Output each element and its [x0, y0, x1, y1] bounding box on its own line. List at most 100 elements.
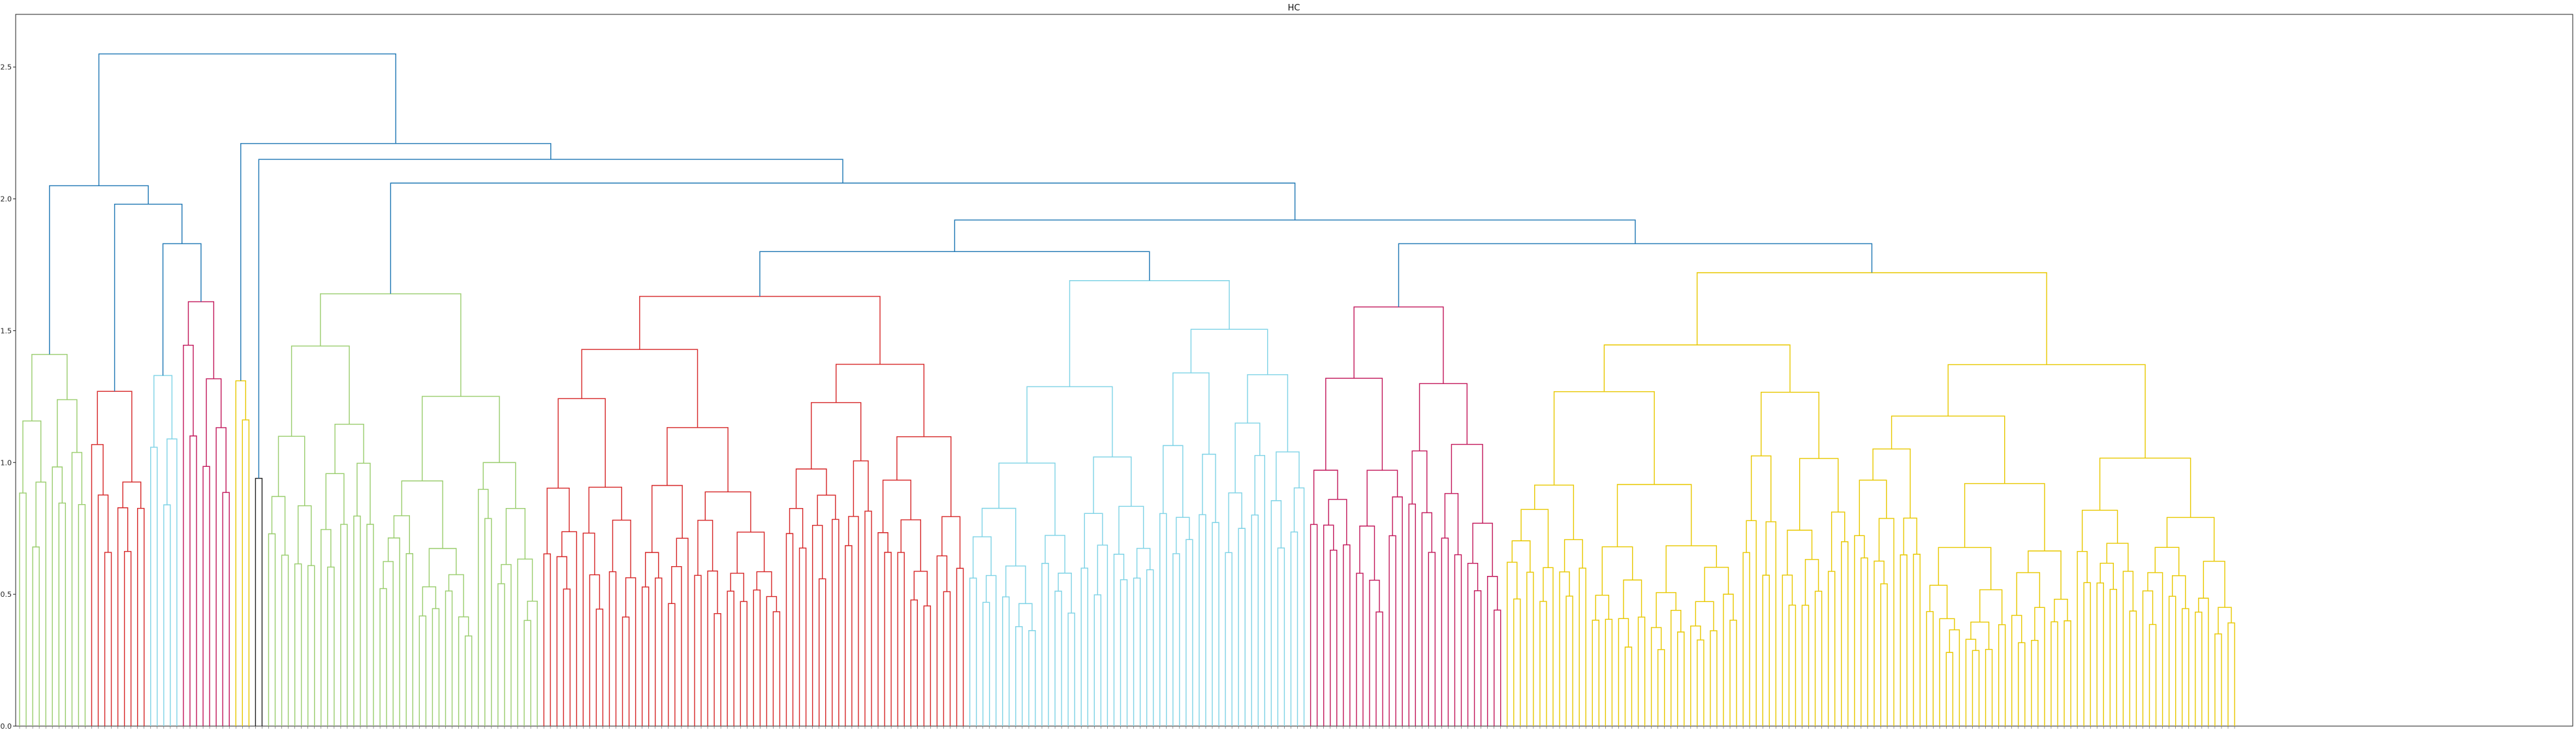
- cluster-link: [588, 486, 622, 533]
- cluster-link: [1859, 479, 1887, 536]
- cluster-link: [1212, 522, 1219, 726]
- y-tick-label: 2.5: [1, 63, 12, 72]
- upper-link: [98, 53, 396, 186]
- cluster-link: [1579, 567, 1586, 726]
- cluster-link: [2147, 572, 2163, 726]
- cluster-link: [1120, 579, 1128, 726]
- cluster-link: [1520, 509, 1549, 568]
- cluster-link: [1595, 594, 1610, 620]
- cluster-link: [242, 419, 250, 726]
- cluster-link: [2166, 517, 2215, 562]
- cluster-link: [1054, 590, 1062, 726]
- cluster-link: [697, 520, 714, 576]
- cluster-link: [1762, 575, 1770, 726]
- cluster-link: [817, 494, 836, 526]
- cluster-link: [1323, 524, 1334, 726]
- cluster-link: [1891, 415, 2005, 484]
- cluster-link: [1441, 537, 1449, 726]
- cluster-link: [1801, 605, 1810, 726]
- cluster-link: [1330, 549, 1338, 726]
- cluster-link: [189, 435, 197, 726]
- cluster-link: [1742, 552, 1750, 726]
- cluster-link: [1084, 513, 1103, 569]
- cluster-link: [1804, 559, 1819, 605]
- cluster-link: [2016, 572, 2041, 616]
- cluster-link: [1353, 306, 1444, 384]
- cluster-link: [969, 577, 977, 726]
- cluster-link: [1172, 372, 1210, 454]
- cluster-link: [1624, 646, 1633, 726]
- cluster-link: [556, 556, 567, 726]
- cluster-link: [652, 485, 683, 553]
- cluster-link: [1565, 596, 1573, 726]
- y-tick-label: 0.5: [1, 590, 12, 599]
- cluster-link: [1290, 531, 1298, 726]
- cluster-link: [694, 575, 702, 726]
- cluster-link: [255, 477, 263, 726]
- upper-link: [258, 159, 843, 479]
- cluster-link: [19, 492, 27, 726]
- cluster-link: [1234, 422, 1261, 493]
- cluster-link: [297, 505, 312, 566]
- cluster-link: [985, 575, 997, 726]
- cluster-link: [1411, 450, 1428, 513]
- cluster-link: [2096, 582, 2104, 726]
- cluster-link: [1093, 594, 1102, 726]
- cluster-link: [621, 616, 630, 726]
- cluster-link: [595, 609, 604, 726]
- cluster-link: [727, 590, 734, 726]
- cluster-link: [277, 436, 306, 506]
- leaf-ticks: [19, 726, 2235, 729]
- cluster-link: [2099, 562, 2114, 590]
- cluster-link: [1539, 601, 1547, 726]
- cluster-link: [405, 553, 414, 726]
- cluster-link: [1913, 554, 1921, 726]
- cluster-link: [387, 537, 400, 726]
- cluster-link: [1325, 377, 1383, 471]
- cluster-link: [356, 462, 371, 524]
- cluster-link: [1929, 584, 1948, 619]
- cluster-link: [57, 399, 78, 468]
- cluster-link: [936, 555, 948, 726]
- cluster-link: [327, 566, 335, 726]
- cluster-link: [1186, 539, 1193, 726]
- cluster-link: [2154, 547, 2180, 576]
- cluster-link: [1080, 567, 1088, 726]
- cluster-link: [1310, 524, 1318, 726]
- cluster-link: [1650, 627, 1662, 726]
- cluster-link: [187, 301, 215, 379]
- cluster-link: [1814, 590, 1823, 726]
- cluster-link: [2064, 620, 2071, 726]
- cluster-link: [1473, 590, 1482, 726]
- cluster-link: [1133, 577, 1141, 726]
- cluster-link: [1637, 616, 1646, 726]
- cluster-link: [524, 620, 531, 726]
- cluster-link: [1880, 583, 1888, 726]
- cluster-link: [1949, 629, 1960, 726]
- cluster-link: [1408, 503, 1416, 726]
- cluster-link: [505, 508, 526, 565]
- cluster-link: [422, 586, 437, 616]
- cluster-link: [202, 466, 210, 726]
- cluster-link: [122, 481, 142, 509]
- cluster-link: [2142, 590, 2154, 726]
- cluster-link: [1118, 505, 1144, 554]
- cluster-link: [1616, 484, 1692, 547]
- cluster-link: [1172, 553, 1180, 726]
- cluster-link: [1454, 554, 1462, 726]
- cluster-link: [641, 586, 650, 726]
- cluster-link: [1656, 592, 1676, 628]
- cluster-link: [1696, 272, 2047, 365]
- dendrogram-links: [19, 53, 2235, 726]
- cluster-link: [215, 427, 227, 726]
- cluster-link: [1328, 499, 1347, 545]
- cluster-link: [1113, 554, 1125, 726]
- upper-link: [1398, 243, 1873, 308]
- cluster-link: [294, 563, 302, 726]
- cluster-link: [432, 608, 440, 726]
- cluster-link: [1827, 571, 1836, 726]
- cluster-link: [1389, 535, 1396, 726]
- cluster-link: [1938, 547, 1992, 590]
- cluster-link: [183, 345, 194, 726]
